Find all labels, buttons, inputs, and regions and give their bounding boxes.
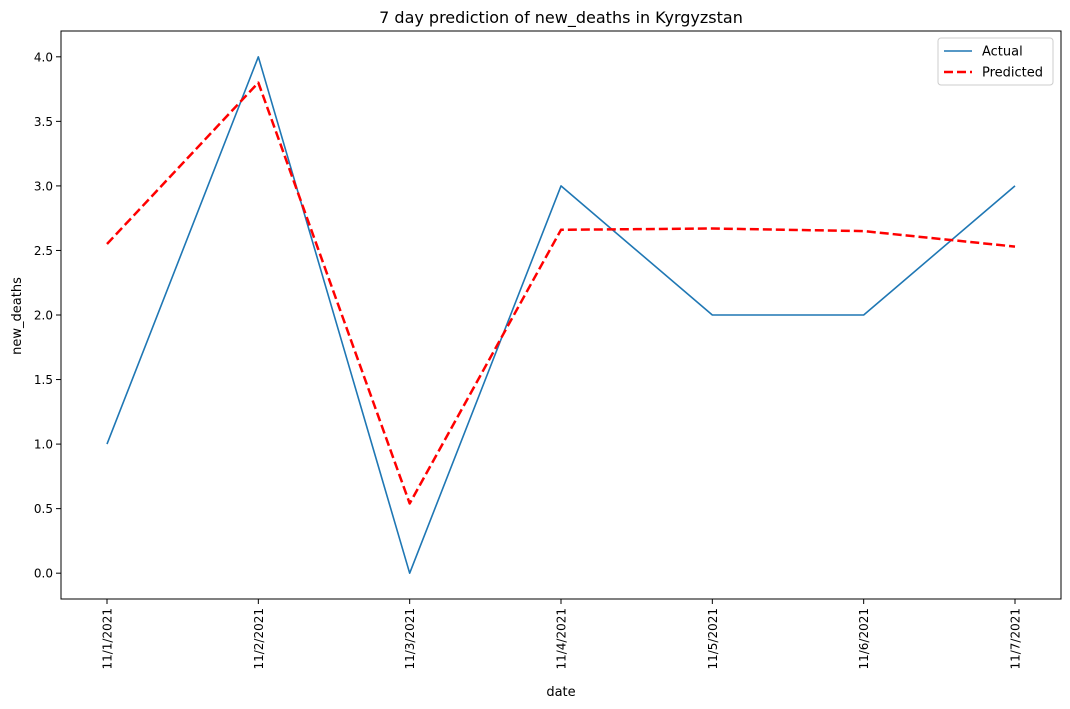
y-tick-label: 0.5 bbox=[34, 502, 53, 516]
y-tick-label: 4.0 bbox=[34, 50, 53, 64]
y-tick-label: 1.5 bbox=[34, 373, 53, 387]
y-tick-label: 2.0 bbox=[34, 309, 53, 323]
y-tick-label: 1.0 bbox=[34, 438, 53, 452]
legend-box bbox=[937, 37, 1054, 86]
y-tick-label: 2.5 bbox=[34, 244, 53, 258]
y-tick-label: 0.0 bbox=[34, 567, 53, 581]
plot-frame bbox=[60, 30, 1062, 600]
x-tick-label: 11/5/2021 bbox=[706, 608, 720, 670]
x-tick-label: 11/7/2021 bbox=[1009, 608, 1023, 670]
legend-label-actual: Actual bbox=[982, 45, 1023, 60]
x-tick-label: 11/1/2021 bbox=[101, 608, 115, 670]
axis-ticks: 0.0 0.5 1.0 1.5 2.0 2.5 3.0 3.5 4.0 11/1/2021 11/2… bbox=[34, 50, 1023, 669]
legend-label-predicted: Predicted bbox=[982, 66, 1043, 81]
y-tick-label: 3.5 bbox=[34, 115, 53, 129]
x-tick-label: 11/2/2021 bbox=[252, 608, 266, 670]
x-tick-label: 11/3/2021 bbox=[403, 608, 417, 670]
x-tick-label: 11/6/2021 bbox=[857, 608, 871, 670]
x-tick-label: 11/4/2021 bbox=[555, 608, 569, 670]
chart-title: 7 day prediction of new_deaths in Kyrgyz… bbox=[379, 8, 743, 28]
series-line-actual bbox=[106, 56, 1016, 574]
x-axis-label: date bbox=[546, 685, 575, 700]
y-axis-label: new_deaths bbox=[10, 277, 25, 355]
chart-legend: Actual Predicted bbox=[937, 37, 1054, 86]
plot-series bbox=[106, 56, 1016, 574]
y-tick-label: 3.0 bbox=[34, 179, 53, 193]
series-line-predicted bbox=[106, 81, 1016, 505]
